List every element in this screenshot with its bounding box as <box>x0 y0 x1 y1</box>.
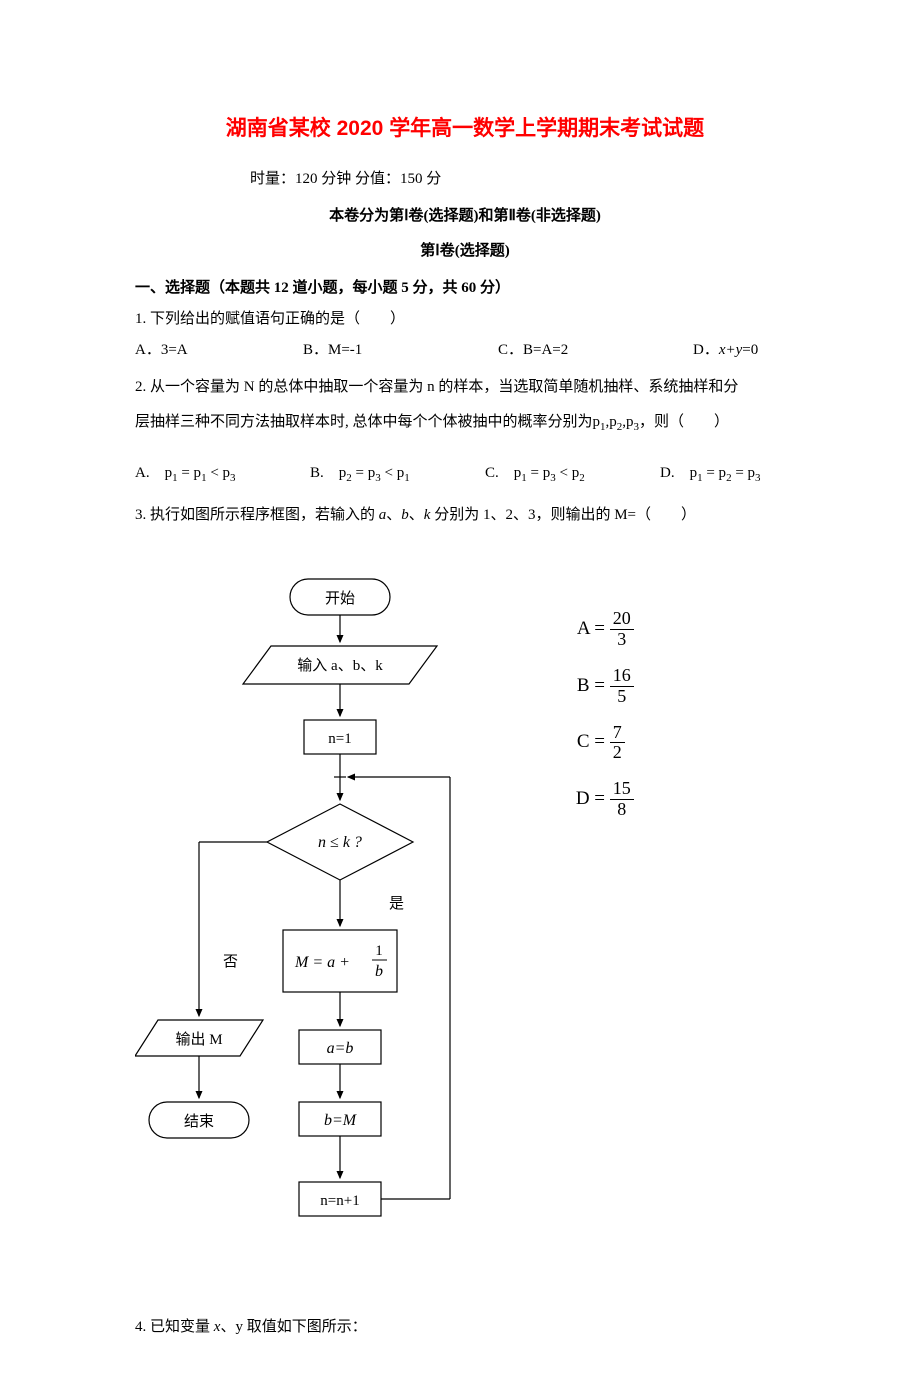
q3-b-den: 5 <box>610 687 634 707</box>
q2-c-label: C. <box>485 465 514 481</box>
fc-end: 结束 <box>184 1113 214 1130</box>
fc-start: 开始 <box>325 590 355 607</box>
q1-opt-c: C．B=A=2 <box>498 337 693 364</box>
q2-options: A. p1 = p1 < p3 B. p2 = p3 < p1 C. p1 = … <box>135 460 795 489</box>
q3-ans-b: B = 165 <box>565 666 795 707</box>
q2-b-expr: p2 = p3 < p1 <box>339 465 410 481</box>
q3-ans-a: A = 203 <box>565 609 795 650</box>
q3-pre: 3. 执行如图所示程序框图，若输入的 <box>135 507 379 523</box>
flowchart: 开始 输入 a、b、k n=1 n ≤ k ? 是 M = a + 1 b <box>135 574 505 1284</box>
q2-a-label: A. <box>135 465 165 481</box>
q3-c-den: 2 <box>610 743 625 763</box>
title-red-suffix: 学年高一数学上学期期末考试试题 <box>389 117 704 140</box>
q3-post: 分别为 1、2、3，则输出的 M=（ ） <box>430 507 696 523</box>
q2-p1: p1,p2,p3 <box>593 414 640 430</box>
q2-c-expr: p1 = p3 < p2 <box>514 465 585 481</box>
q3-figure-row: 开始 输入 a、b、k n=1 n ≤ k ? 是 M = a + 1 b <box>135 574 795 1284</box>
q3-ans-d: D = 158 <box>565 779 795 820</box>
q2-l2-pre: 层抽样三种不同方法抽取样本时, 总体中每个个体被抽中的概率分别为 <box>135 414 593 430</box>
q1-opt-d: D．x+y=0 <box>693 337 758 364</box>
section1-header: 一、选择题（本题共 12 道小题，每小题 5 分，共 60 分） <box>135 275 795 302</box>
q3-m2: 、 <box>409 507 424 523</box>
fc-bm: b=M <box>324 1112 358 1129</box>
q1-d-pre: D． <box>693 342 719 358</box>
title-red-part: 湖南省某校 2020 <box>226 117 389 140</box>
q1-opt-a: A．3=A <box>135 337 303 364</box>
question-1: 1. 下列给出的赋值语句正确的是（ ） <box>135 306 795 333</box>
q2-d-expr: p1 = p2 = p3 <box>690 465 761 481</box>
q1-d-expr: x+y <box>719 342 742 358</box>
q3-b-num: 16 <box>610 666 634 687</box>
q2-opt-b: B. p2 = p3 < p1 <box>310 460 485 489</box>
question-2-line1: 2. 从一个容量为 N 的总体中抽取一个容量为 n 的样本，当选取简单随机抽样、… <box>135 374 795 401</box>
question-2-line2: 层抽样三种不同方法抽取样本时, 总体中每个个体被抽中的概率分别为p1,p2,p3… <box>135 409 795 438</box>
fc-ab: a=b <box>327 1040 354 1057</box>
q3-m1: 、 <box>386 507 401 523</box>
page-title: 湖南省某校 2020 学年高一数学上学期期末考试试题 <box>135 110 795 148</box>
fc-input: 输入 a、b、k <box>297 657 383 674</box>
q3-answers: A = 203 B = 165 C = 72 D = 158 <box>505 574 795 1284</box>
q1-opt-b: B．M=-1 <box>303 337 498 364</box>
question-4: 4. 已知变量 x、y 取值如下图所示： <box>135 1314 795 1341</box>
fc-m-num: 1 <box>375 943 383 959</box>
fc-m-den: b <box>375 963 383 980</box>
q2-a-expr: p1 = p1 < p3 <box>165 465 236 481</box>
fc-yes: 是 <box>389 896 404 912</box>
q4-x: x <box>214 1319 221 1335</box>
q2-l2-post: ，则（ ） <box>639 414 729 430</box>
exam-time-score: 时量：120 分钟 分值：150 分 <box>135 166 795 193</box>
q2-opt-c: C. p1 = p3 < p2 <box>485 460 660 489</box>
flowchart-svg: 开始 输入 a、b、k n=1 n ≤ k ? 是 M = a + 1 b <box>135 574 505 1284</box>
fc-cond: n ≤ k ? <box>318 834 362 851</box>
q2-b-label: B. <box>310 465 339 481</box>
q2-opt-a: A. p1 = p1 < p3 <box>135 460 310 489</box>
q1-options: A．3=A B．M=-1 C．B=A=2 D．x+y=0 <box>135 337 795 364</box>
exam-parts: 本卷分为第Ⅰ卷(选择题)和第Ⅱ卷(非选择题) <box>135 203 795 230</box>
q3-d-den: 8 <box>610 800 634 820</box>
q2-d-label: D. <box>660 465 690 481</box>
q3-d-num: 15 <box>610 779 634 800</box>
q3-b: b <box>401 507 409 523</box>
part1-header: 第Ⅰ卷(选择题) <box>135 238 795 265</box>
q3-c-num: 7 <box>610 723 625 744</box>
q4-post: 、y 取值如下图所示： <box>220 1319 366 1335</box>
fc-out: 输出 M <box>175 1031 222 1048</box>
fc-no: 否 <box>223 954 238 970</box>
q1-d-post: =0 <box>742 342 758 358</box>
fc-m-eq: M = a + <box>294 954 350 971</box>
q3-a-den: 3 <box>610 630 634 650</box>
q4-pre: 4. 已知变量 <box>135 1319 214 1335</box>
q3-ans-c: C = 72 <box>565 723 795 764</box>
q2-opt-d: D. p1 = p2 = p3 <box>660 460 835 489</box>
question-3: 3. 执行如图所示程序框图，若输入的 a、b、k 分别为 1、2、3，则输出的 … <box>135 502 795 529</box>
fc-inc: n=n+1 <box>320 1193 359 1209</box>
fc-init: n=1 <box>328 731 351 747</box>
q3-a-num: 20 <box>610 609 634 630</box>
